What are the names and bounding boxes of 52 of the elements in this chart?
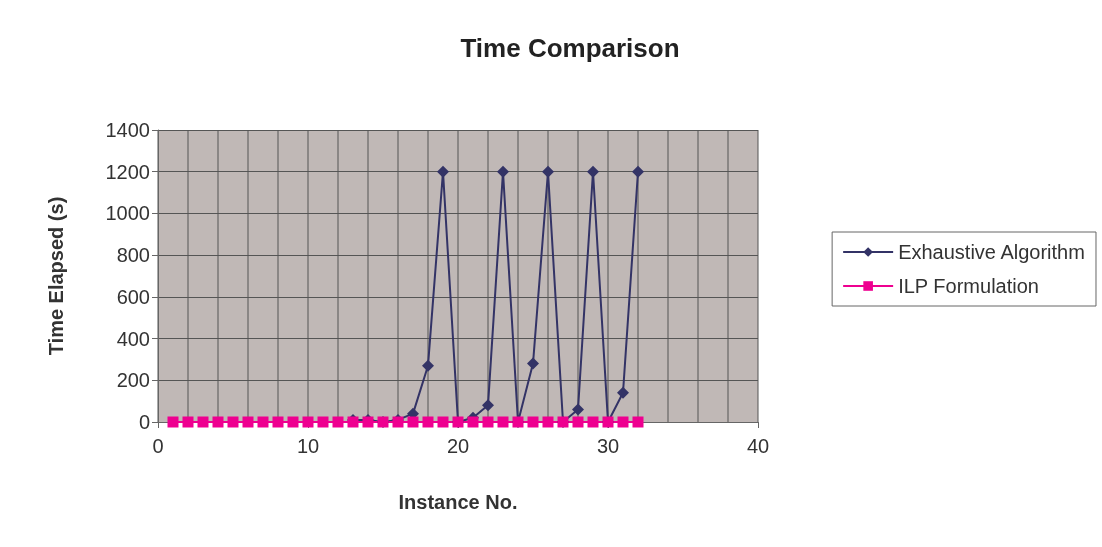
point <box>197 416 209 428</box>
x-tick-label: 10 <box>296 435 320 457</box>
y-tick-label: 400 <box>116 327 150 350</box>
point <box>587 165 599 178</box>
y-tick-label: 1200 <box>105 160 150 183</box>
point <box>422 416 434 428</box>
point <box>332 416 344 428</box>
point <box>482 416 494 428</box>
point <box>437 165 449 178</box>
point <box>272 416 284 428</box>
point <box>632 165 644 178</box>
y-axis-title: Time Elapsed (s) <box>45 196 67 356</box>
x-tick-label: 40 <box>746 435 770 457</box>
point <box>482 399 494 412</box>
point <box>167 416 179 428</box>
point <box>617 416 629 428</box>
y-tick-label: 0 <box>138 411 150 433</box>
point <box>407 416 419 428</box>
y-tick-label: 1400 <box>105 119 150 141</box>
point <box>572 403 584 416</box>
x-tick-label: 20 <box>446 435 470 457</box>
y-tick-label: 800 <box>116 244 150 267</box>
point <box>587 416 599 428</box>
point <box>317 416 329 428</box>
point <box>527 416 539 428</box>
chart-title: Time Comparison <box>460 33 680 63</box>
point <box>437 416 449 428</box>
y-tick-label: 1000 <box>105 202 150 225</box>
point <box>527 357 539 370</box>
point <box>632 416 644 428</box>
legend-label: ILP Formulation <box>898 275 1039 297</box>
legend-label: Exhaustive Algorithm <box>898 241 1085 263</box>
x-tick-label: 0 <box>152 435 164 457</box>
point <box>257 416 269 428</box>
point <box>497 416 509 428</box>
point <box>497 165 509 178</box>
y-tick-label: 600 <box>116 285 150 308</box>
point <box>467 416 479 428</box>
x-axis-title: Instance No. <box>398 491 518 513</box>
point <box>242 416 254 428</box>
point <box>302 416 314 428</box>
point <box>572 416 584 428</box>
point <box>212 416 224 428</box>
point <box>542 165 554 178</box>
point <box>542 416 554 428</box>
point <box>617 386 629 399</box>
point <box>422 359 434 372</box>
y-tick-label: 200 <box>116 369 150 392</box>
point <box>227 416 239 428</box>
point <box>287 416 299 428</box>
point <box>182 416 194 428</box>
x-tick-label: 30 <box>596 435 620 457</box>
